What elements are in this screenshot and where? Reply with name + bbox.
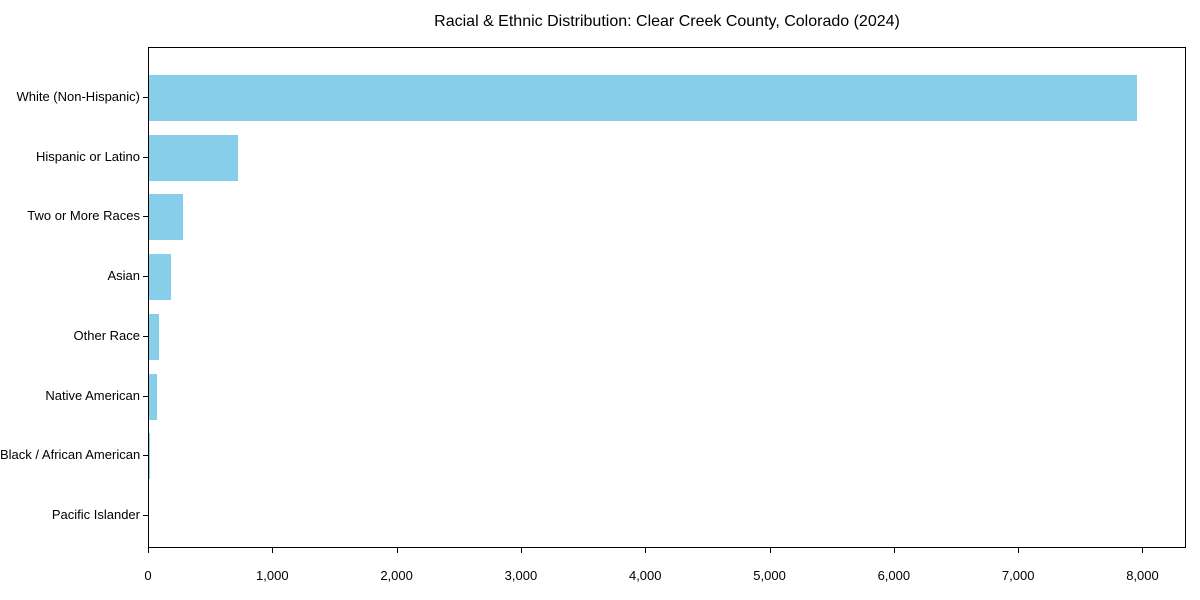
x-axis-tick (1142, 548, 1144, 553)
x-tick-label-5-000: 5,000 (753, 568, 786, 583)
bar-black-african-american (149, 433, 151, 480)
chart-title: Racial & Ethnic Distribution: Clear Cree… (434, 13, 900, 30)
bar-native-american (149, 373, 158, 420)
y-tick-label-native-american: Native American (45, 387, 140, 403)
x-tick-label-3-000: 3,000 (504, 568, 538, 583)
y-axis-tick (143, 276, 148, 278)
x-axis-tick (1018, 548, 1020, 553)
x-tick-label-4-000: 4,000 (628, 568, 662, 583)
x-tick-label-6-000: 6,000 (877, 568, 911, 583)
y-tick-label-black-african-american: Black / African American (0, 447, 141, 463)
x-axis-tick (645, 548, 647, 553)
y-axis-tick (143, 395, 148, 397)
x-tick-label-8-000: 8,000 (1126, 568, 1159, 583)
y-axis-tick (143, 335, 148, 337)
y-axis-tick (143, 156, 148, 158)
bar-hispanic-or-latino (149, 134, 238, 181)
y-axis-tick (143, 455, 148, 457)
x-axis-tick (769, 548, 771, 553)
bar-white-non-hispanic (149, 75, 1138, 121)
x-tick-label-7-000: 7,000 (1001, 568, 1035, 583)
x-axis-tick (148, 548, 149, 553)
x-axis-tick (272, 548, 274, 553)
x-tick-label-1-000: 1,000 (256, 568, 289, 583)
y-tick-label-hispanic-or-latino: Hispanic or Latino (35, 148, 140, 164)
x-tick-label-0: 0 (144, 568, 152, 583)
bar-two-or-more-races (149, 194, 183, 241)
y-tick-label-other-race: Other Race (73, 327, 140, 343)
y-axis-tick (143, 514, 148, 516)
y-tick-label-asian: Asian (107, 268, 140, 284)
x-axis-tick (893, 548, 895, 553)
bar-asian (149, 254, 171, 301)
y-axis-tick (143, 97, 148, 98)
y-tick-label-two-or-more-races: Two or More Races (27, 208, 140, 224)
bar-other-race (149, 313, 159, 360)
plot-area (148, 47, 1186, 548)
x-axis-tick (396, 548, 398, 553)
x-axis-tick (520, 548, 522, 553)
y-axis-tick (143, 216, 148, 218)
y-tick-label-white-non-hispanic: White (Non-Hispanic) (16, 89, 140, 104)
y-tick-label-pacific-islander: Pacific Islander (51, 506, 140, 522)
x-tick-label-2-000: 2,000 (380, 568, 413, 583)
